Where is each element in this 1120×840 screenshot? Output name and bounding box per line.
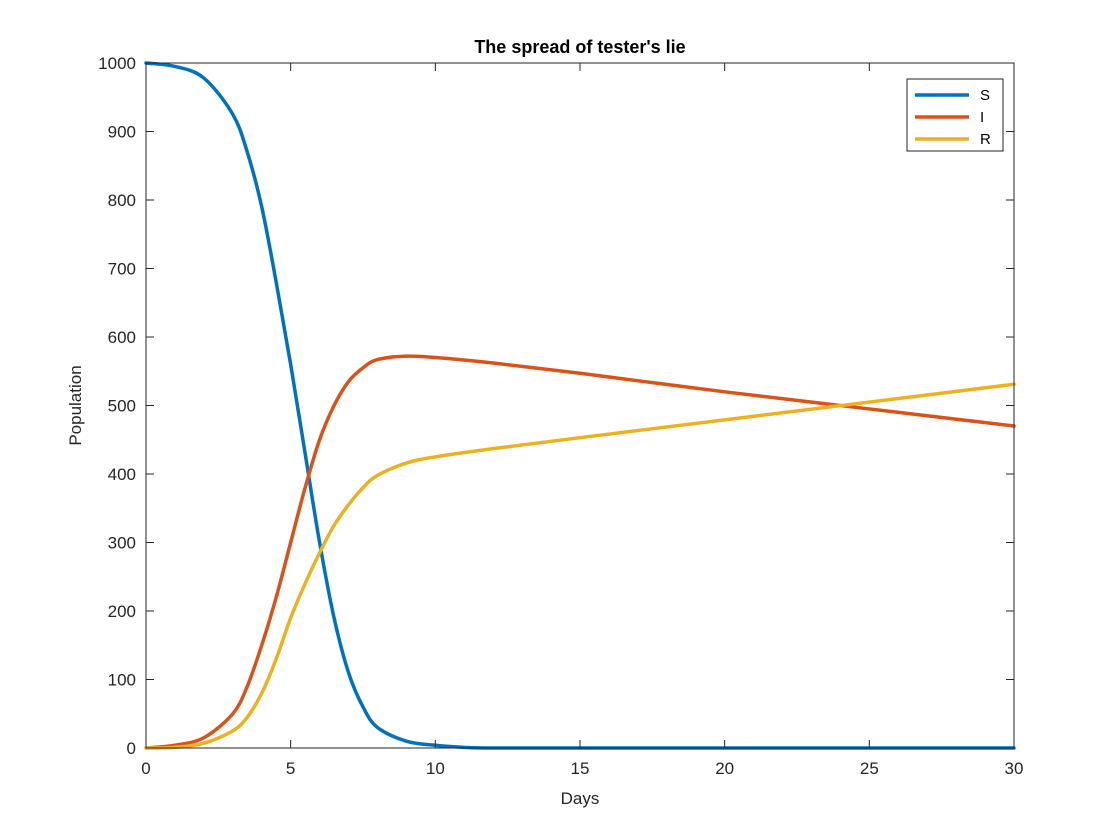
legend-label-r: R <box>980 131 991 148</box>
y-tick-label: 200 <box>108 602 136 621</box>
x-tick-label: 5 <box>286 759 295 778</box>
x-tick-label: 0 <box>141 759 150 778</box>
legend-label-s: S <box>980 87 990 104</box>
y-tick-label: 800 <box>108 191 136 210</box>
x-tick-label: 10 <box>426 759 445 778</box>
y-tick-label: 900 <box>108 123 136 142</box>
legend-label-i: I <box>980 109 984 126</box>
x-tick-label: 20 <box>715 759 734 778</box>
y-tick-label: 600 <box>108 328 136 347</box>
y-axis-label: Population <box>66 365 85 445</box>
x-tick-label: 15 <box>571 759 590 778</box>
y-tick-label: 100 <box>108 671 136 690</box>
y-tick-label: 400 <box>108 465 136 484</box>
x-axis-label: Days <box>561 789 600 808</box>
y-tick-label: 700 <box>108 260 136 279</box>
y-tick-label: 500 <box>108 397 136 416</box>
y-tick-label: 1000 <box>98 54 136 73</box>
chart-title: The spread of tester's lie <box>474 37 685 57</box>
series-line-r <box>144 382 1016 750</box>
y-tick-label: 0 <box>127 739 136 758</box>
x-tick-label: 25 <box>860 759 879 778</box>
axes-ticks: 0 5 10 15 20 25 300100200300400500600700800900… <box>98 54 1023 778</box>
y-tick-label: 300 <box>108 534 136 553</box>
legend: SIR <box>906 78 1004 152</box>
x-tick-label: 30 <box>1005 759 1024 778</box>
series-line-i <box>144 354 1016 750</box>
